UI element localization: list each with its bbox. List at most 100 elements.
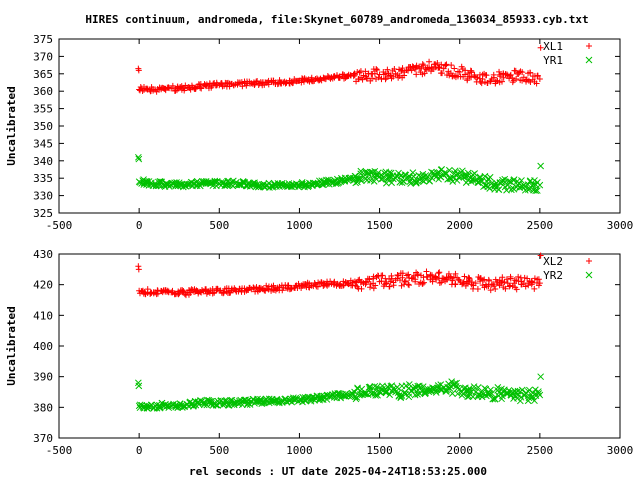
data-point xyxy=(461,273,468,280)
data-point xyxy=(501,279,508,286)
data-point xyxy=(429,65,436,72)
top-panel: -500 0 500 1000 1500 2000 2500 3000 325 330 335 340… xyxy=(5,33,633,232)
data-point xyxy=(484,80,491,87)
data-point xyxy=(296,396,303,404)
y-tick-label: 335 xyxy=(33,172,53,185)
data-point xyxy=(452,270,459,277)
data-point xyxy=(533,80,540,87)
data-point xyxy=(420,62,427,69)
data-point xyxy=(464,393,472,401)
y-tick-label: 400 xyxy=(33,340,53,353)
data-point xyxy=(384,66,391,73)
data-point xyxy=(351,172,359,180)
data-point xyxy=(407,180,414,187)
x-tick-label: 2500 xyxy=(527,444,554,457)
data-point xyxy=(356,69,363,76)
data-point xyxy=(320,393,327,401)
data-point xyxy=(440,275,447,282)
data-point xyxy=(478,80,485,87)
y-tick-label: 375 xyxy=(33,33,53,46)
data-point xyxy=(447,70,454,77)
series-XL1 xyxy=(135,44,544,95)
data-point xyxy=(448,62,455,69)
data-point xyxy=(421,70,428,77)
data-point xyxy=(469,393,477,401)
data-point xyxy=(169,82,176,89)
data-point xyxy=(436,64,443,71)
data-point xyxy=(497,73,504,80)
data-point xyxy=(135,266,142,273)
data-point xyxy=(485,283,492,290)
data-point xyxy=(505,386,513,394)
data-point xyxy=(358,285,365,292)
data-point xyxy=(358,177,365,185)
data-point xyxy=(339,71,346,78)
data-point xyxy=(426,58,433,65)
data-point xyxy=(531,285,538,292)
data-point xyxy=(239,83,246,90)
y-tick-label: 420 xyxy=(33,279,53,292)
data-point xyxy=(462,282,469,289)
data-point xyxy=(253,284,260,291)
data-point xyxy=(537,252,544,259)
y-tick-label: 370 xyxy=(33,50,53,63)
data-point xyxy=(486,173,494,181)
data-point xyxy=(135,382,143,390)
data-point xyxy=(451,167,459,175)
data-point xyxy=(261,397,269,404)
data-point xyxy=(298,79,305,86)
data-point xyxy=(514,387,522,395)
x-tick-label: 0 xyxy=(136,219,143,232)
data-point xyxy=(527,69,534,76)
data-point xyxy=(462,67,469,74)
data-point xyxy=(532,187,539,195)
data-point xyxy=(489,395,497,403)
data-point xyxy=(398,282,405,289)
data-point xyxy=(451,65,458,72)
data-point xyxy=(510,176,518,183)
data-point xyxy=(436,279,443,286)
data-point xyxy=(410,272,417,279)
data-point xyxy=(175,291,182,298)
data-point xyxy=(438,279,445,286)
data-point xyxy=(429,278,436,285)
data-point xyxy=(372,282,379,289)
x-tick-label: 3000 xyxy=(607,219,634,232)
data-point xyxy=(172,87,179,94)
y-tick-label: 350 xyxy=(33,120,53,133)
x-tick-label: 2000 xyxy=(446,219,473,232)
data-point xyxy=(243,401,251,409)
data-point xyxy=(531,177,538,184)
data-point xyxy=(487,287,494,294)
data-point xyxy=(429,272,436,279)
y-tick-label: 390 xyxy=(33,371,53,384)
data-point xyxy=(482,72,489,79)
data-point xyxy=(503,276,510,283)
series-XL2 xyxy=(135,252,544,299)
data-point xyxy=(462,173,470,180)
x-tick-label: 2000 xyxy=(446,444,473,457)
data-point xyxy=(156,404,164,412)
data-point xyxy=(432,274,439,281)
data-point xyxy=(507,273,514,280)
data-point xyxy=(535,388,542,395)
data-point xyxy=(492,286,499,293)
data-point xyxy=(188,82,195,89)
data-point xyxy=(309,179,317,187)
data-point xyxy=(441,169,449,177)
data-point xyxy=(154,290,161,297)
data-point xyxy=(351,72,358,79)
data-point xyxy=(525,282,532,289)
data-point xyxy=(400,177,408,185)
data-point xyxy=(285,282,292,289)
data-point xyxy=(488,390,496,397)
data-point xyxy=(413,62,420,69)
data-point xyxy=(438,61,445,68)
data-point xyxy=(501,175,509,183)
data-point xyxy=(472,280,479,287)
data-point xyxy=(388,275,395,282)
data-point xyxy=(490,71,497,78)
x-tick-label: -500 xyxy=(46,444,73,457)
data-point xyxy=(223,288,230,295)
data-point xyxy=(364,75,370,82)
